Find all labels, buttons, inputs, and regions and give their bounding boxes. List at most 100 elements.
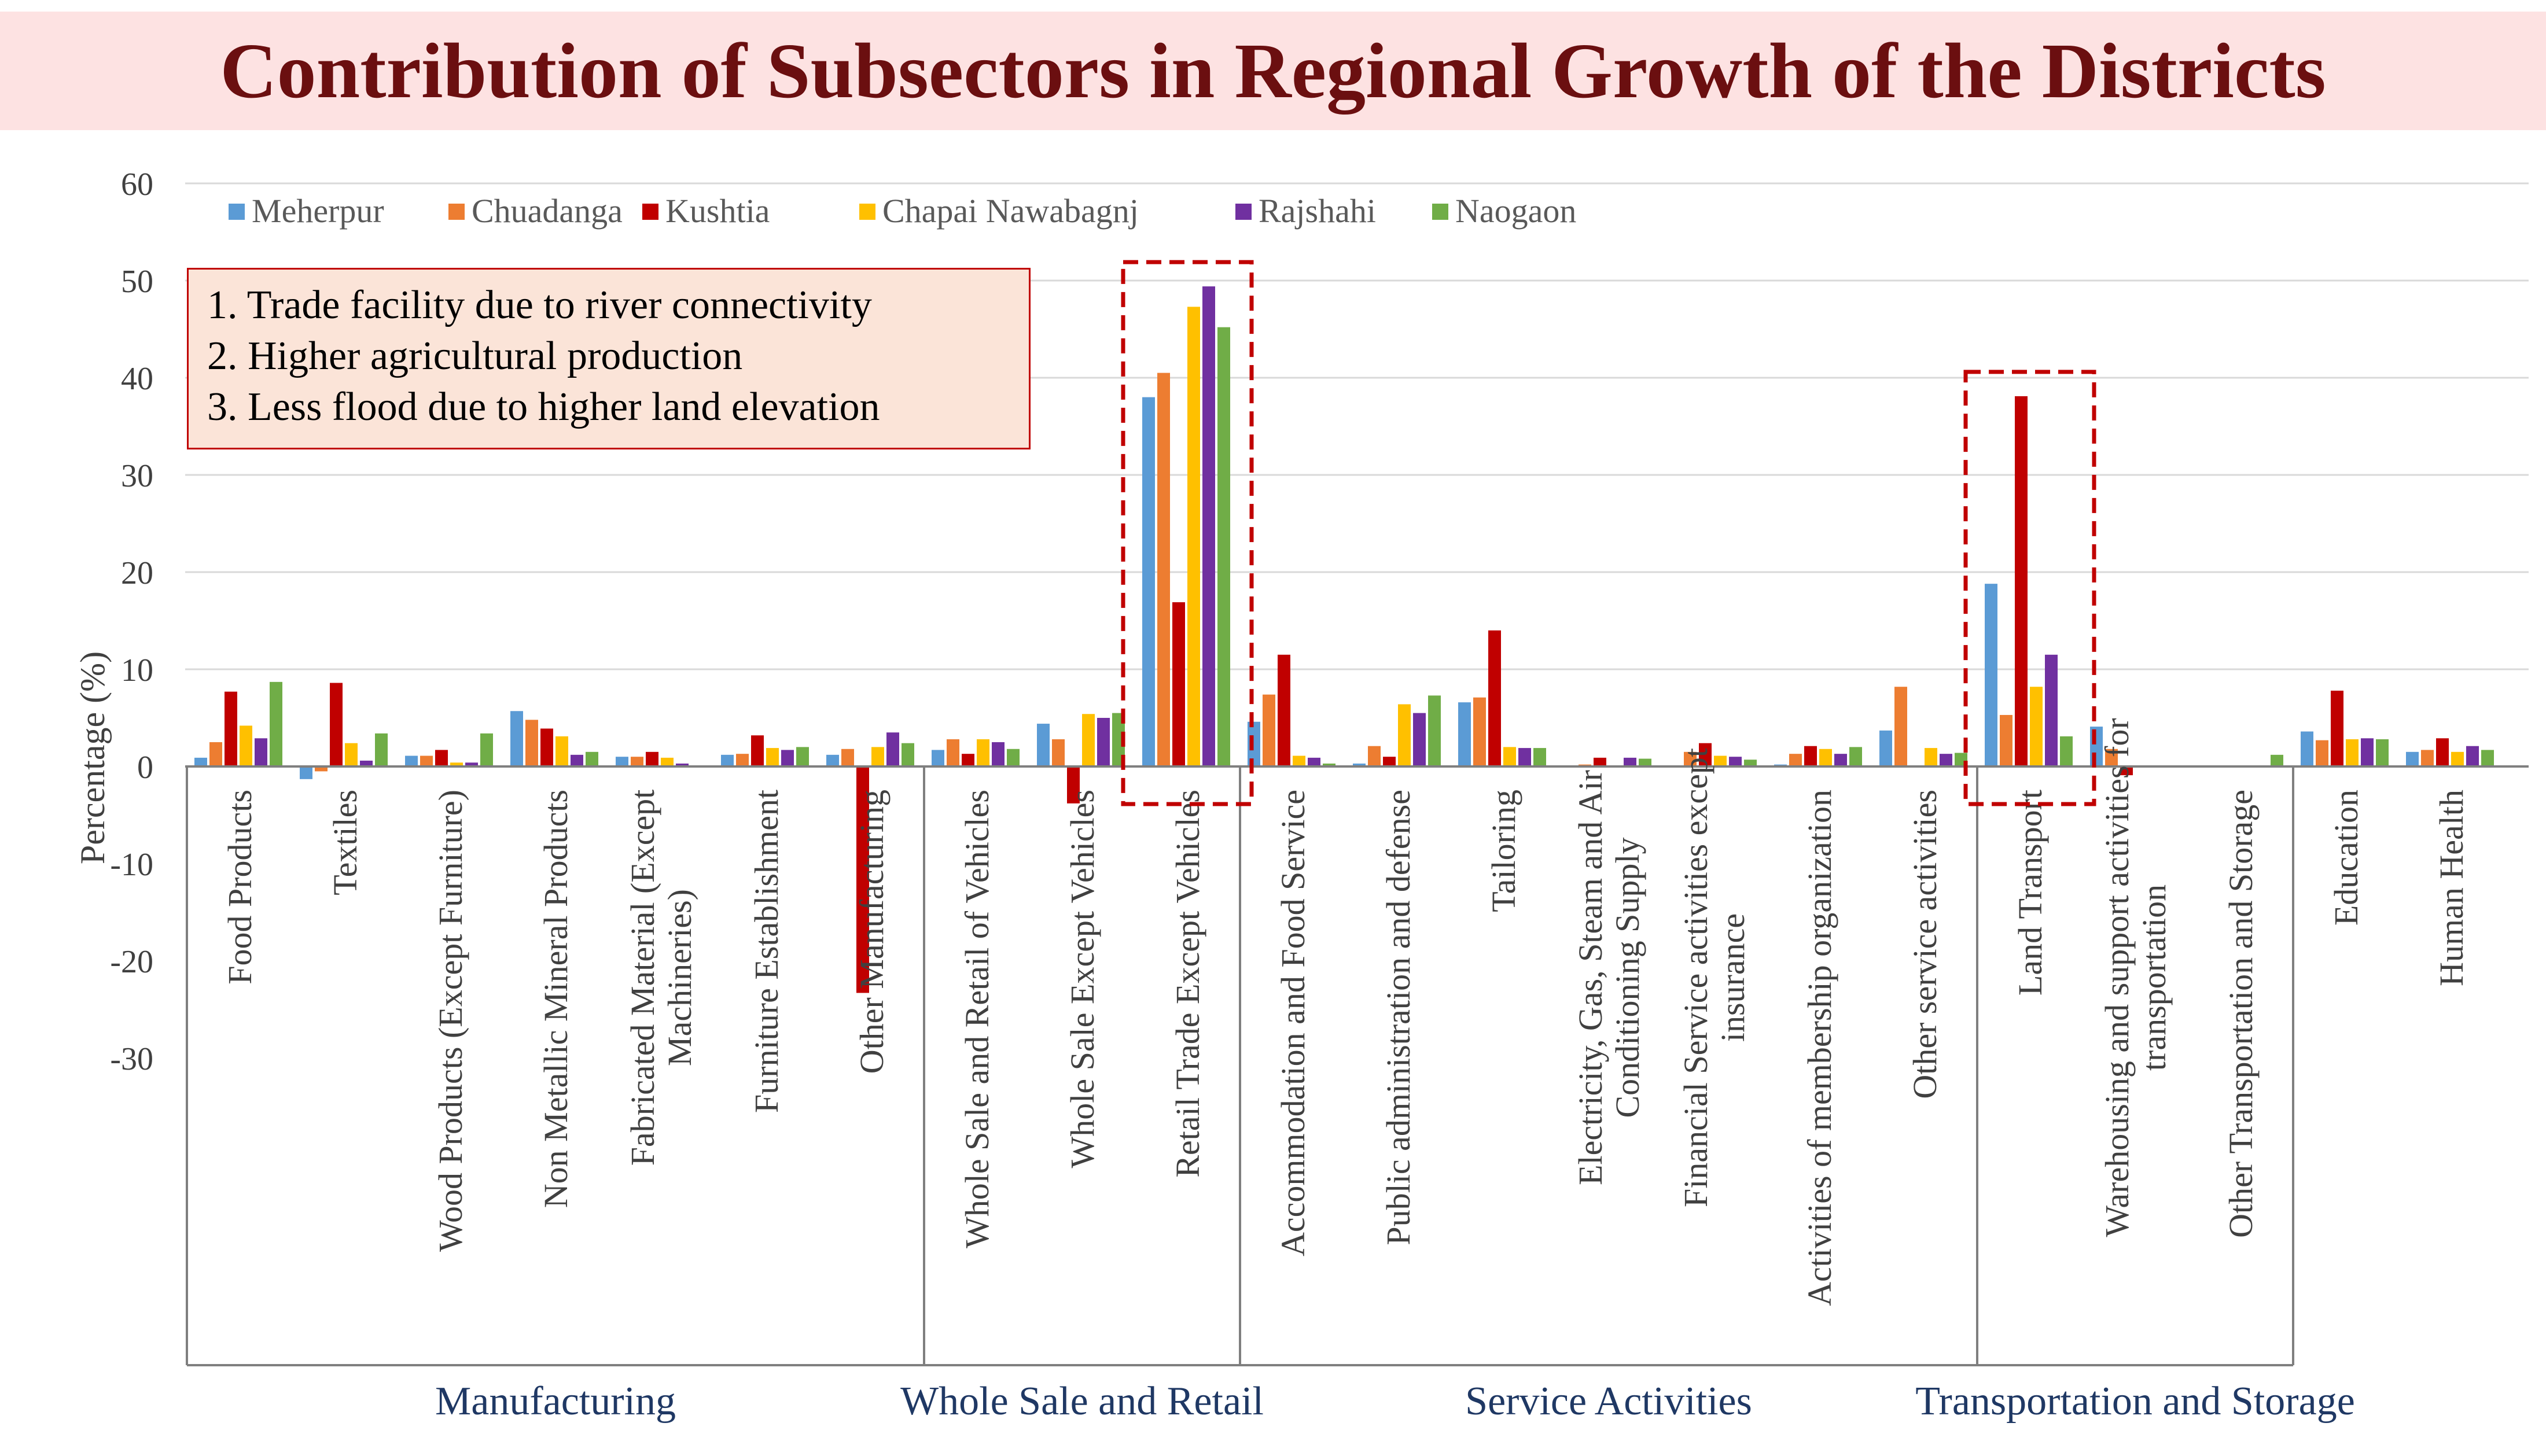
bar xyxy=(1533,748,1546,766)
bar xyxy=(1323,763,1335,766)
bar xyxy=(2406,751,2419,766)
bar xyxy=(420,755,433,766)
category-label: Accommodation and Food Service xyxy=(1274,790,1312,1256)
note-item: 1. Trade facility due to river connectiv… xyxy=(207,283,872,327)
bar xyxy=(270,681,282,766)
bar xyxy=(1067,766,1080,803)
bar xyxy=(375,733,388,766)
bar xyxy=(2030,687,2043,766)
bar xyxy=(1744,760,1757,766)
category-label-line: Textiles xyxy=(326,790,364,895)
y-tick-label: 40 xyxy=(121,361,153,397)
category-label-line: Other service activities xyxy=(1906,790,1944,1099)
bar xyxy=(1925,748,1937,766)
group-label: Transportation and Storage xyxy=(1915,1379,2355,1424)
bar xyxy=(841,749,854,766)
bar xyxy=(1473,697,1486,766)
bar xyxy=(1037,724,1050,766)
y-tick-label: 60 xyxy=(121,167,153,202)
bar xyxy=(1849,747,1862,766)
category-label: Warehousing and support activities fortr… xyxy=(2098,718,2173,1237)
bar xyxy=(360,760,373,766)
category-label-line: Wood Products (Except Furniture) xyxy=(432,790,469,1252)
bar xyxy=(1804,746,1817,766)
y-tick-label: 10 xyxy=(121,653,153,688)
bar xyxy=(1639,758,1651,766)
bar xyxy=(571,754,583,766)
bar xyxy=(676,763,689,766)
bar xyxy=(1202,286,1215,767)
bar xyxy=(1278,654,1290,766)
bar xyxy=(2015,396,2028,766)
bar xyxy=(1729,757,1742,766)
bar xyxy=(1503,747,1516,766)
category-label-line: Other Transportation and Storage xyxy=(2222,790,2260,1238)
category-label-line: Accommodation and Food Service xyxy=(1274,790,1312,1256)
bar xyxy=(2271,754,2283,766)
bar xyxy=(1458,702,1471,766)
bar xyxy=(510,711,523,766)
legend-swatch xyxy=(859,204,875,220)
bar xyxy=(796,747,809,766)
bar xyxy=(1353,763,1366,766)
bars xyxy=(194,286,2494,993)
bar xyxy=(586,751,598,766)
bar xyxy=(240,725,252,766)
bar xyxy=(766,748,779,766)
bar xyxy=(315,766,328,772)
category-label-line: Machineries) xyxy=(661,889,698,1066)
bar xyxy=(194,757,207,766)
bar xyxy=(721,754,734,766)
bar xyxy=(1879,730,1892,766)
bar xyxy=(2045,654,2058,766)
bar xyxy=(631,757,643,766)
bar xyxy=(300,766,312,779)
y-tick-label: 20 xyxy=(121,555,153,591)
category-label-line: Activities of membership organization xyxy=(1801,790,1838,1306)
category-label-line: Non Metallic Mineral Products xyxy=(537,790,575,1208)
bar xyxy=(2421,750,2434,766)
category-label: Non Metallic Mineral Products xyxy=(537,790,575,1208)
bar xyxy=(1789,754,1802,766)
bar xyxy=(555,736,568,766)
bar xyxy=(1624,757,1636,766)
bar xyxy=(330,683,343,766)
bar xyxy=(2376,739,2389,766)
bar xyxy=(1052,739,1065,766)
legend-label: Chapai Nawabagnj xyxy=(882,192,1139,230)
category-label-line: insurance xyxy=(1714,913,1752,1042)
y-tick-label: 30 xyxy=(121,458,153,494)
bar xyxy=(751,735,764,766)
bar xyxy=(826,754,839,766)
bar xyxy=(977,739,989,766)
category-label: Textiles xyxy=(326,790,364,895)
bar xyxy=(886,732,899,766)
bar xyxy=(1834,754,1847,766)
bar xyxy=(2060,736,2073,766)
bar xyxy=(1172,602,1185,766)
bar xyxy=(1518,748,1531,766)
bar xyxy=(1142,397,1155,766)
bar xyxy=(1308,757,1320,766)
bar xyxy=(661,757,674,766)
category-label-line: Food Products xyxy=(221,790,259,985)
category-label-line: Furniture Establishment xyxy=(748,790,785,1113)
highlight-box xyxy=(1121,260,1254,806)
bar xyxy=(1293,755,1305,766)
bar xyxy=(1112,713,1125,766)
legend-swatch xyxy=(1432,204,1448,220)
bar xyxy=(1007,749,1020,766)
bar xyxy=(1594,757,1606,766)
bar xyxy=(255,738,267,766)
bar xyxy=(947,739,959,766)
highlight-box xyxy=(1963,370,2096,806)
y-tick-label: -30 xyxy=(110,1041,153,1077)
bar xyxy=(1940,754,1952,766)
category-label: Activities of membership organization xyxy=(1801,790,1838,1306)
bar xyxy=(540,728,553,766)
legend: Meherpur Chuadanga Kushtia Chapai Nawabagnj… xyxy=(229,192,1576,230)
category-label: Human Health xyxy=(2433,790,2470,986)
group-label: Whole Sale and Retail xyxy=(900,1379,1264,1424)
bar xyxy=(1082,714,1095,766)
bar xyxy=(2436,738,2449,766)
